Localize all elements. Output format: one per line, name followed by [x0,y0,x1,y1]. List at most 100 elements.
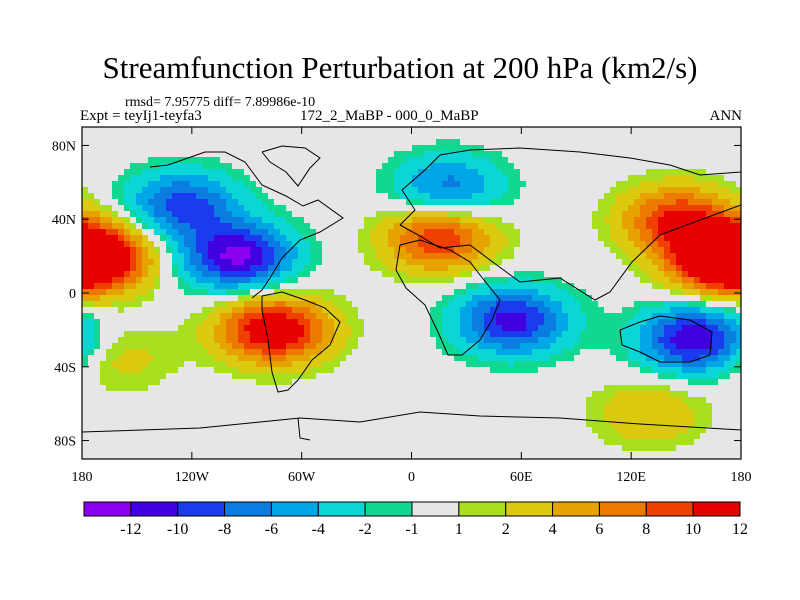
field-cell [142,379,149,386]
field-cell [370,211,377,218]
field-cell [292,169,299,176]
field-cell [142,181,149,188]
field-cell [604,187,611,194]
field-cell [520,367,527,374]
field-cell [370,241,377,248]
field-cell [214,337,221,344]
field-cell [430,385,437,392]
field-cell [400,187,407,194]
field-cell [142,229,149,236]
field-cell [538,259,545,266]
field-cell [106,187,113,194]
field-cell [304,295,311,302]
field-cell [208,193,215,200]
field-cell [700,259,707,266]
field-cell [208,217,215,224]
field-cell [640,385,647,392]
field-cell [184,181,191,188]
field-cell [130,223,137,230]
field-cell [532,175,539,182]
field-cell [388,379,395,386]
field-cell [322,253,329,260]
field-cell [442,277,449,284]
field-cell [316,379,323,386]
field-cell [142,325,149,332]
field-cell [436,205,443,212]
field-cell [676,379,683,386]
field-cell [148,301,155,308]
field-cell [304,361,311,368]
field-cell [190,307,197,314]
field-cell [334,379,341,386]
field-cell [250,187,257,194]
field-cell [148,265,155,272]
field-cell [148,211,155,218]
field-cell [412,139,419,146]
field-cell [550,241,557,248]
field-cell [226,241,233,248]
field-cell [106,199,113,206]
field-cell [478,223,485,230]
field-cell [706,145,713,152]
field-cell [628,283,635,290]
field-cell [514,307,521,314]
field-cell [196,133,203,140]
field-cell [124,199,131,206]
field-cell [400,313,407,320]
field-cell [478,193,485,200]
field-cell [106,385,113,392]
field-cell [484,385,491,392]
field-cell [436,223,443,230]
field-cell [166,373,173,380]
field-cell [328,271,335,278]
field-cell [232,133,239,140]
field-cell [352,289,359,296]
field-cell [322,229,329,236]
field-cell [412,229,419,236]
field-cell [250,325,257,332]
field-cell [586,337,593,344]
field-cell [172,265,179,272]
field-cell [184,391,191,398]
field-cell [322,259,329,266]
field-cell [238,391,245,398]
field-cell [484,391,491,398]
field-cell [274,217,281,224]
field-cell [238,235,245,242]
field-cell [652,391,659,398]
field-cell [154,157,161,164]
field-cell [358,127,365,134]
field-cell [688,199,695,206]
field-cell [256,253,263,260]
field-cell [484,361,491,368]
field-cell [190,127,197,134]
field-cell [670,301,677,308]
field-cell [466,217,473,224]
field-cell [406,217,413,224]
field-cell [550,367,557,374]
field-cell [586,289,593,296]
field-cell [82,349,89,356]
field-cell [604,235,611,242]
field-cell [538,223,545,230]
field-cell [652,319,659,326]
field-cell [292,223,299,230]
field-cell [622,265,629,272]
field-cell [310,379,317,386]
field-cell [640,391,647,398]
field-cell [430,277,437,284]
field-cell [340,295,347,302]
field-cell [490,265,497,272]
field-cell [412,235,419,242]
field-cell [418,205,425,212]
field-cell [154,295,161,302]
field-cell [490,163,497,170]
field-cell [730,337,737,344]
field-cell [250,235,257,242]
field-cell [508,385,515,392]
field-cell [298,313,305,320]
field-cell [448,367,455,374]
field-cell [304,175,311,182]
field-cell [562,391,569,398]
field-cell [520,247,527,254]
